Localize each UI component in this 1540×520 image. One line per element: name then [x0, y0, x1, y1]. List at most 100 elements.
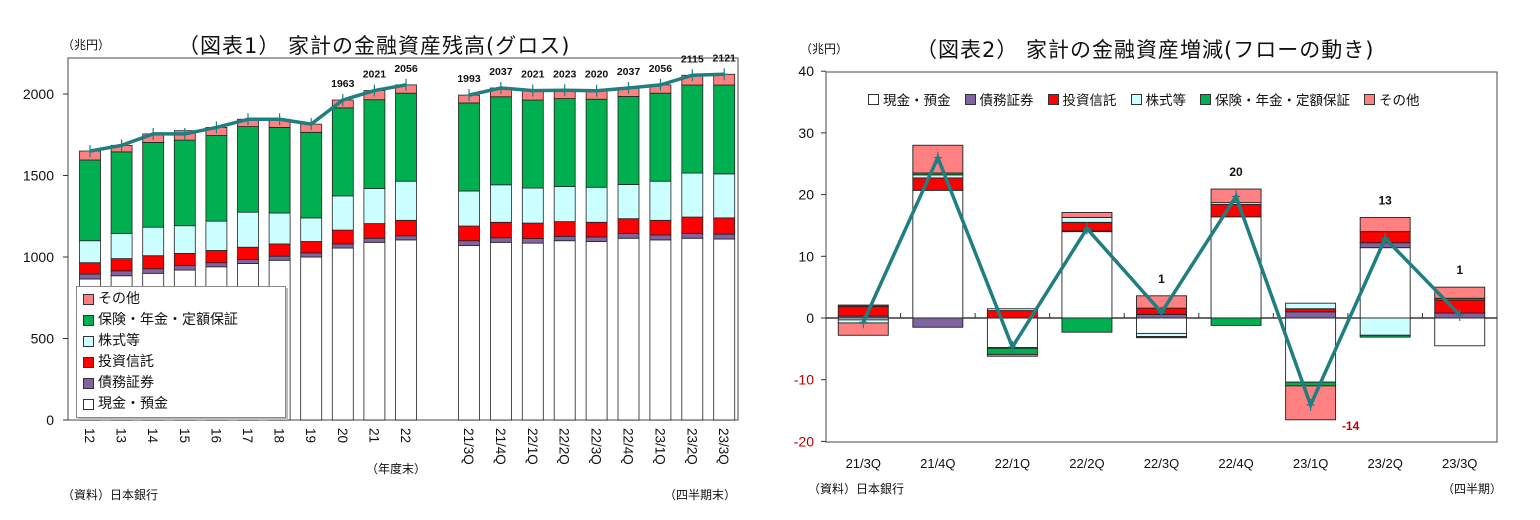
- bar-segment: [521, 238, 544, 244]
- chart-2-plot: -20 -10 0 10 20 30 40 21/3Q 21/4Q 22/1Q 22/2Q 22/3Q…: [794, 63, 1498, 471]
- bar-segment: [110, 270, 133, 277]
- legend-swatch: [964, 93, 976, 105]
- bar-segment: [1285, 308, 1337, 313]
- bar-segment: [1210, 317, 1262, 326]
- bar-segment: [300, 131, 323, 219]
- y-axis-unit: （兆円）: [800, 42, 849, 56]
- legend-swatch: [1200, 93, 1211, 105]
- legend-item-investment-trust: 投資信託: [1047, 89, 1117, 109]
- bar-segment: [713, 217, 736, 235]
- bar-segment: [553, 98, 576, 187]
- bar-segment: [1434, 317, 1486, 347]
- source-note: （資料）日本銀行: [62, 488, 159, 502]
- bar-segment: [585, 186, 608, 223]
- bar-segment: [237, 211, 259, 248]
- bar-segment: [395, 219, 417, 237]
- data-label: 2115: [681, 53, 704, 65]
- bar-segment: [553, 221, 576, 237]
- data-label: 1: [1456, 263, 1463, 277]
- legend-item-insurance: 保険・年金・定額保証: [1200, 89, 1350, 109]
- y-tick-label: 1000: [23, 249, 54, 265]
- bar-segment: [79, 240, 101, 264]
- legend-swatch: [1047, 93, 1059, 105]
- bar-segment: [173, 265, 196, 271]
- bar-segment: [110, 151, 133, 234]
- x-axis-note: （四半期）: [1442, 482, 1503, 496]
- x-tick-label: 22/2Q: [557, 428, 572, 465]
- bar-segment: [489, 96, 512, 186]
- data-label: 1963: [331, 78, 355, 90]
- legend-swatch: [83, 378, 94, 389]
- bar-segment: [300, 217, 323, 242]
- x-tick-label: 22/3Q: [589, 428, 604, 465]
- bar-segment: [521, 222, 544, 239]
- bar-segment: [205, 135, 228, 222]
- y-tick-label: 0: [806, 310, 814, 326]
- y-tick-label: 0: [46, 412, 54, 428]
- legend-item-other: その他: [1364, 89, 1420, 109]
- bar-segment: [237, 259, 259, 264]
- bar-segment: [300, 252, 323, 258]
- bar-segment: [458, 102, 480, 192]
- bar-segment: [331, 195, 354, 231]
- data-label: 2037: [489, 66, 513, 78]
- legend-item-equity: 株式等: [83, 331, 285, 352]
- bar-segment: [1359, 334, 1411, 338]
- legend-item-equity: 株式等: [1130, 89, 1186, 109]
- legend-item-insurance: 保険・年金・定額保証: [83, 310, 285, 331]
- bar-segment: [649, 92, 672, 182]
- bar-segment: [79, 262, 101, 275]
- bar-segment: [713, 233, 736, 240]
- x-tick-label: 18: [272, 428, 287, 443]
- bar-segment: [617, 96, 640, 185]
- bar-segment: [79, 273, 101, 280]
- bar-segment: [837, 304, 889, 307]
- bar-segment: [649, 234, 672, 241]
- legend: その他 保険・年金・定額保証 株式等 投資信託 債務証券 現金・預金: [76, 286, 286, 418]
- bar-segment: [1285, 317, 1337, 383]
- bar-segment: [617, 184, 640, 220]
- legend-item-other: その他: [83, 289, 285, 310]
- data-label: 2021: [363, 69, 387, 81]
- bar-segment: [205, 220, 228, 251]
- legend-swatch: [83, 357, 94, 368]
- legend-item-investment-trust: 投資信託: [83, 352, 285, 373]
- bar-segment: [489, 237, 512, 243]
- bar-segment: [395, 239, 417, 421]
- data-label: 2121: [713, 52, 737, 64]
- bar-segment: [1285, 311, 1337, 319]
- x-tick-label: 23/3Q: [1442, 456, 1477, 471]
- x-tick-label: 21: [366, 428, 381, 443]
- bar-segment: [912, 317, 964, 328]
- x-axis-note-quarterly: （四半期末）: [664, 488, 737, 502]
- legend-swatch: [83, 399, 94, 410]
- legend-swatch: [868, 93, 879, 105]
- y-tick-label: -10: [794, 372, 814, 388]
- data-label: 2023: [553, 68, 577, 80]
- bar-segment: [395, 180, 417, 221]
- x-tick-label: 21/3Q: [461, 428, 476, 465]
- bar-segment: [268, 243, 291, 257]
- x-tick-label: 22/2Q: [1069, 456, 1104, 471]
- x-tick-label: 21/3Q: [846, 456, 881, 471]
- bar-segment: [553, 235, 576, 242]
- bar-segment: [681, 216, 704, 234]
- data-label: 20: [1229, 165, 1243, 179]
- bar-segment: [205, 262, 228, 268]
- bar-segment: [173, 225, 196, 254]
- x-axis-note-annual: （年度末）: [366, 462, 427, 476]
- x-tick-label: 20: [335, 428, 350, 443]
- bar-segment: [617, 218, 640, 234]
- x-tick-label: 23/1Q: [652, 428, 667, 465]
- data-label: 13: [1378, 193, 1392, 207]
- bar-segment: [553, 186, 576, 223]
- x-tick-label: 16: [208, 428, 223, 443]
- x-tick-label: 23/3Q: [716, 428, 731, 465]
- bar-segment: [521, 187, 544, 224]
- x-tick-label: 13: [114, 428, 129, 443]
- x-tick-label: 22/4Q: [621, 428, 636, 465]
- bar-segment: [585, 241, 608, 421]
- bar-segment: [237, 126, 259, 213]
- bar-segment: [1210, 216, 1262, 319]
- bar-segment: [300, 241, 323, 254]
